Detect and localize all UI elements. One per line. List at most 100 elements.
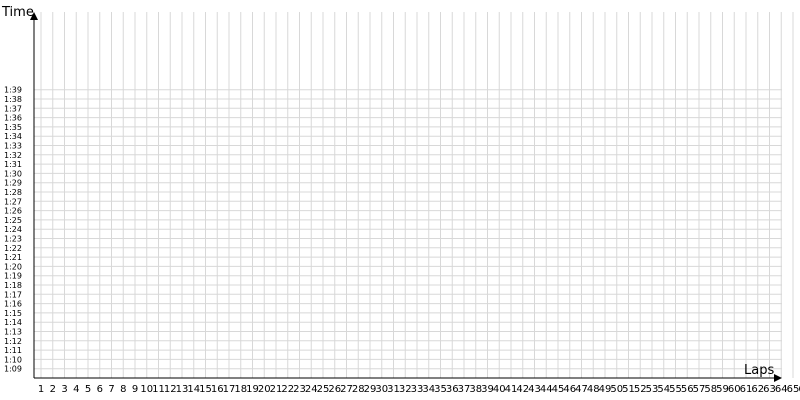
- x-tick-label: 65: [787, 384, 800, 395]
- x-tick-label: 33: [411, 384, 424, 395]
- x-tick-label: 6: [97, 384, 103, 395]
- chart-grid: [34, 12, 794, 378]
- x-tick-label: 54: [657, 384, 670, 395]
- x-tick-label: 64: [775, 384, 788, 395]
- x-tick-label: 1: [38, 384, 44, 395]
- x-tick-label: 39: [481, 384, 494, 395]
- y-tick-label: 1:18: [4, 281, 22, 290]
- x-tick-label: 9: [132, 384, 138, 395]
- x-tick-label: 63: [763, 384, 776, 395]
- x-axis-arrow-icon: [774, 374, 782, 382]
- x-tick-label: 44: [540, 384, 553, 395]
- x-tick-label: 7: [108, 384, 114, 395]
- x-tick-label: 53: [646, 384, 659, 395]
- y-tick-label: 1:10: [4, 355, 22, 364]
- x-tick-label: 24: [305, 384, 318, 395]
- x-tick-label: 31: [387, 384, 400, 395]
- x-tick-label: 42: [516, 384, 529, 395]
- x-tick-label: 43: [528, 384, 541, 395]
- x-tick-label: 2: [50, 384, 56, 395]
- x-tick-label: 52: [634, 384, 647, 395]
- x-tick-label: 19: [246, 384, 259, 395]
- x-tick-label: 25: [317, 384, 330, 395]
- y-tick-label: 1:31: [4, 160, 22, 169]
- y-tick-label: 1:17: [4, 290, 22, 299]
- x-tick-label: 30: [375, 384, 388, 395]
- x-tick-label: 40: [493, 384, 506, 395]
- y-tick-label: 1:36: [4, 114, 22, 123]
- y-tick-label: 1:29: [4, 179, 22, 188]
- y-tick-label: 1:32: [4, 151, 22, 160]
- y-tick-label: 1:24: [4, 225, 22, 234]
- x-tick-label: 35: [434, 384, 447, 395]
- x-tick-label: 23: [293, 384, 306, 395]
- y-axis-arrow-icon: [30, 12, 38, 20]
- x-tick-label: 21: [270, 384, 283, 395]
- y-tick-label: 1:37: [4, 104, 22, 113]
- x-tick-label: 16: [211, 384, 224, 395]
- x-tick-label: 34: [422, 384, 435, 395]
- x-tick-label: 51: [622, 384, 635, 395]
- y-tick-label: 1:12: [4, 337, 22, 346]
- y-tick-label: 1:09: [4, 365, 22, 374]
- x-tick-label: 46: [563, 384, 576, 395]
- y-tick-label: 1:23: [4, 235, 22, 244]
- y-tick-label: 1:11: [4, 346, 22, 355]
- x-tick-label: 18: [234, 384, 247, 395]
- y-tick-label: 1:21: [4, 253, 22, 262]
- y-tick-label: 1:15: [4, 309, 22, 318]
- chart-axes: Time Laps: [1, 5, 782, 382]
- x-tick-label: 58: [704, 384, 717, 395]
- y-tick-label: 1:30: [4, 169, 22, 178]
- x-tick-label: 11: [152, 384, 165, 395]
- x-tick-label: 26: [328, 384, 341, 395]
- x-axis-title: Laps: [744, 363, 774, 378]
- x-tick-label: 38: [469, 384, 482, 395]
- x-tick-label: 49: [599, 384, 612, 395]
- y-tick-label: 1:39: [4, 86, 22, 95]
- x-tick-label: 28: [352, 384, 365, 395]
- y-tick-label: 1:27: [4, 197, 22, 206]
- x-tick-label: 57: [693, 384, 706, 395]
- x-tick-label: 22: [281, 384, 294, 395]
- x-tick-label: 50: [610, 384, 623, 395]
- x-tick-label: 59: [716, 384, 729, 395]
- x-tick-label: 66: [798, 384, 800, 395]
- x-tick-label: 15: [199, 384, 212, 395]
- x-tick-label: 17: [223, 384, 236, 395]
- x-tick-label: 27: [340, 384, 353, 395]
- y-tick-label: 1:19: [4, 272, 22, 281]
- x-tick-label: 55: [669, 384, 682, 395]
- x-tick-label: 8: [120, 384, 126, 395]
- y-tick-label: 1:26: [4, 207, 22, 216]
- x-tick-label: 61: [740, 384, 753, 395]
- x-tick-label: 37: [458, 384, 471, 395]
- x-tick-label: 32: [399, 384, 412, 395]
- y-tick-label: 1:34: [4, 132, 22, 141]
- y-tick-label: 1:38: [4, 95, 22, 104]
- y-axis-title: Time: [1, 5, 34, 20]
- x-tick-label: 36: [446, 384, 459, 395]
- y-tick-label: 1:25: [4, 216, 22, 225]
- axis-ticks: 1:091:101:111:121:131:141:151:161:171:18…: [4, 86, 800, 395]
- x-tick-label: 5: [85, 384, 91, 395]
- x-tick-label: 47: [575, 384, 588, 395]
- x-tick-label: 41: [505, 384, 518, 395]
- x-tick-label: 14: [187, 384, 200, 395]
- x-tick-label: 20: [258, 384, 271, 395]
- y-tick-label: 1:28: [4, 188, 22, 197]
- y-tick-label: 1:14: [4, 318, 22, 327]
- y-tick-label: 1:22: [4, 244, 22, 253]
- x-tick-label: 10: [140, 384, 153, 395]
- x-tick-label: 45: [552, 384, 565, 395]
- x-tick-label: 3: [61, 384, 67, 395]
- x-tick-label: 62: [751, 384, 764, 395]
- x-tick-label: 12: [164, 384, 177, 395]
- y-tick-label: 1:33: [4, 142, 22, 151]
- x-tick-label: 4: [73, 384, 79, 395]
- x-tick-label: 29: [364, 384, 377, 395]
- x-tick-label: 60: [728, 384, 741, 395]
- x-tick-label: 13: [176, 384, 189, 395]
- y-tick-label: 1:20: [4, 262, 22, 271]
